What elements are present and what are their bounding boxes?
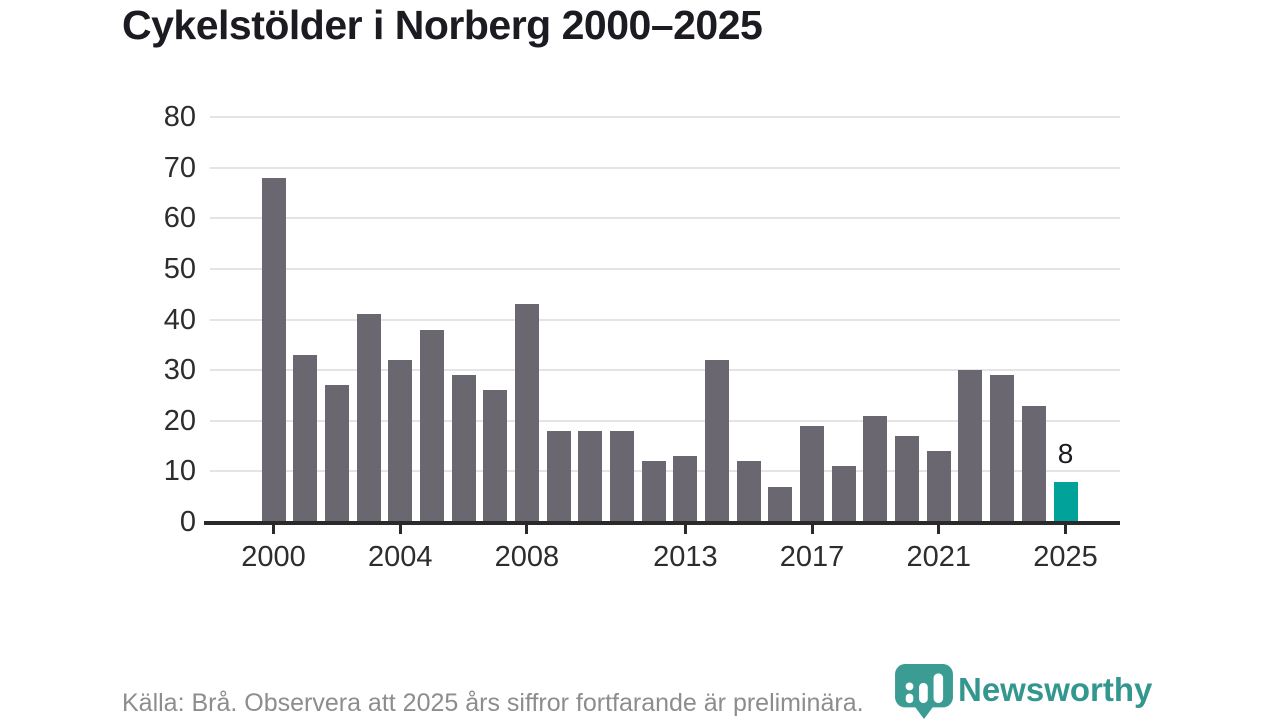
x-axis-label-2017: 2017	[779, 541, 845, 573]
bar-2016	[768, 486, 793, 522]
bar-2019	[863, 415, 888, 522]
y-axis-label-60: 60	[163, 202, 196, 235]
bar-2011	[609, 430, 634, 522]
y-axis-label-40: 40	[163, 303, 196, 336]
gridline-80	[210, 116, 1120, 118]
x-axis-tick-2000	[272, 524, 275, 534]
bar-2021	[926, 451, 951, 522]
bar-2004	[388, 360, 413, 522]
y-axis-label-50: 50	[163, 252, 196, 285]
bar-2017	[800, 425, 825, 522]
chart-title: Cykelstölder i Norberg 2000–2025	[122, 2, 763, 48]
y-axis-label-80: 80	[163, 101, 196, 133]
bar-2013	[673, 456, 698, 522]
source-note: Källa: Brå. Observera att 2025 års siffr…	[122, 689, 864, 717]
bar-2018	[831, 466, 856, 522]
bar-2000	[261, 177, 286, 522]
x-axis-tick-2021	[937, 524, 941, 534]
bar-2003	[356, 314, 381, 522]
gridline-30	[210, 369, 1120, 372]
x-axis-tick-2025	[1064, 524, 1067, 534]
x-axis-tick-2017	[810, 524, 814, 534]
bar-2005	[419, 329, 444, 522]
newsworthy-logo: Newsworthy	[895, 664, 1152, 719]
bar-2001	[293, 354, 318, 522]
y-axis-label-70: 70	[163, 151, 196, 184]
y-axis-label-20: 20	[163, 404, 196, 437]
newsworthy-logo-text: Newsworthy	[958, 671, 1153, 708]
bar-2007	[483, 390, 508, 522]
x-axis-tick-2004	[398, 524, 402, 534]
bar-2014	[705, 360, 730, 522]
bar-2015	[736, 461, 761, 522]
bar-2012	[641, 461, 666, 522]
x-axis-line	[204, 521, 1120, 525]
x-axis-tick-2008	[525, 524, 529, 534]
x-axis-label-2004: 2004	[367, 541, 433, 573]
gridline-50	[210, 267, 1120, 270]
x-axis-label-2008: 2008	[494, 541, 560, 573]
gridline-70	[210, 166, 1120, 169]
gridline-20	[210, 419, 1120, 422]
bar-2006	[451, 375, 476, 522]
bar-2008	[514, 304, 539, 522]
gridline-40	[210, 318, 1120, 321]
plot-area: 8	[204, 116, 1120, 525]
y-axis-label-30: 30	[163, 354, 196, 387]
bar-2024	[1021, 405, 1046, 522]
x-axis-label-2013: 2013	[653, 541, 718, 573]
x-axis-label-2021: 2021	[906, 541, 972, 573]
bar-2020	[895, 435, 920, 522]
bar-value-label-2025: 8	[1057, 437, 1074, 469]
x-axis-tick-2013	[683, 524, 687, 534]
y-axis-label-0: 0	[179, 506, 196, 538]
bar-2025	[1053, 481, 1078, 522]
y-axis-label-10: 10	[163, 455, 196, 488]
newsworthy-pin-icon	[895, 664, 953, 719]
bar-2022	[958, 370, 983, 522]
x-axis-label-2025: 2025	[1033, 541, 1098, 573]
bar-2009	[546, 430, 571, 522]
x-axis-label-2000: 2000	[241, 541, 306, 573]
bar-2002	[324, 385, 349, 522]
gridline-60	[210, 217, 1120, 220]
bar-2010	[578, 430, 603, 522]
bar-2023	[990, 375, 1015, 522]
